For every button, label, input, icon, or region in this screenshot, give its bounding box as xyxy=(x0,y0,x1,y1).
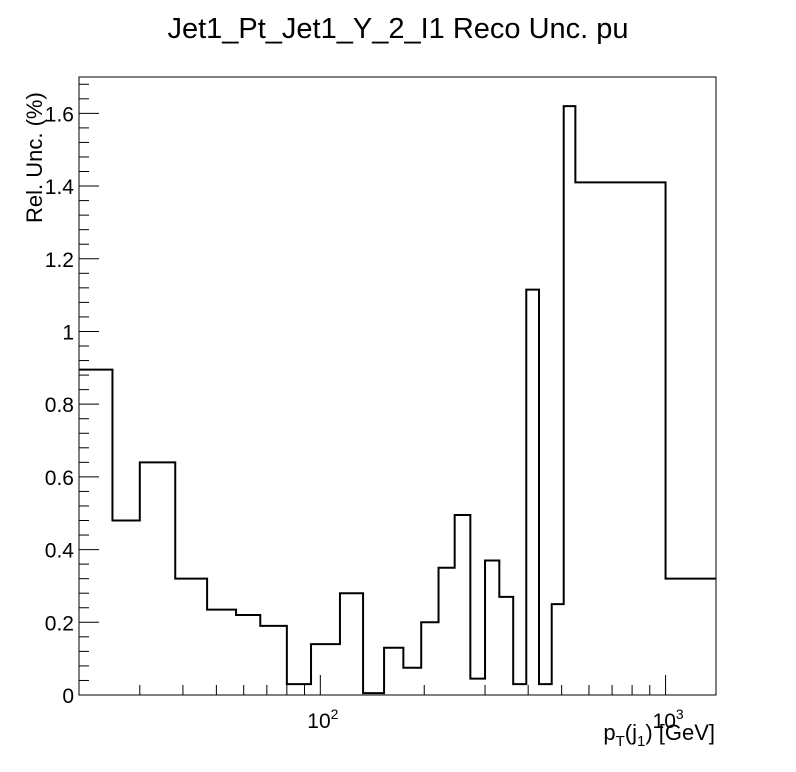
y-axis-ticks xyxy=(79,83,99,696)
x-tick-label: 103 xyxy=(653,706,684,733)
x-axis-tick-labels: 102 103 xyxy=(307,706,684,733)
x-tick-label: 102 xyxy=(307,706,338,733)
y-tick-label: 1 xyxy=(62,321,74,344)
y-tick-label: 0 xyxy=(62,685,74,708)
plot-frame xyxy=(78,76,717,696)
x-axis-ticks xyxy=(78,675,667,695)
y-tick-label: 1.4 xyxy=(45,176,75,199)
y-tick-label: 1.6 xyxy=(45,103,74,126)
y-tick-label: 0.6 xyxy=(45,467,74,490)
y-axis-tick-labels: 0 0.2 0.4 0.6 0.8 1 1.2 1.4 1.6 xyxy=(45,103,75,708)
y-tick-label: 0.8 xyxy=(45,394,74,417)
y-axis-label: Rel. Unc. (%) xyxy=(22,92,47,223)
y-tick-label: 0.2 xyxy=(45,612,74,635)
y-tick-label: 1.2 xyxy=(45,249,74,272)
chart-title: Jet1_Pt_Jet1_Y_2_I1 Reco Unc. pu xyxy=(167,13,628,45)
x-axis-label: pT(j1) [GeV] xyxy=(603,720,715,750)
y-tick-label: 0.4 xyxy=(45,540,75,563)
histogram-step-line xyxy=(79,105,716,695)
